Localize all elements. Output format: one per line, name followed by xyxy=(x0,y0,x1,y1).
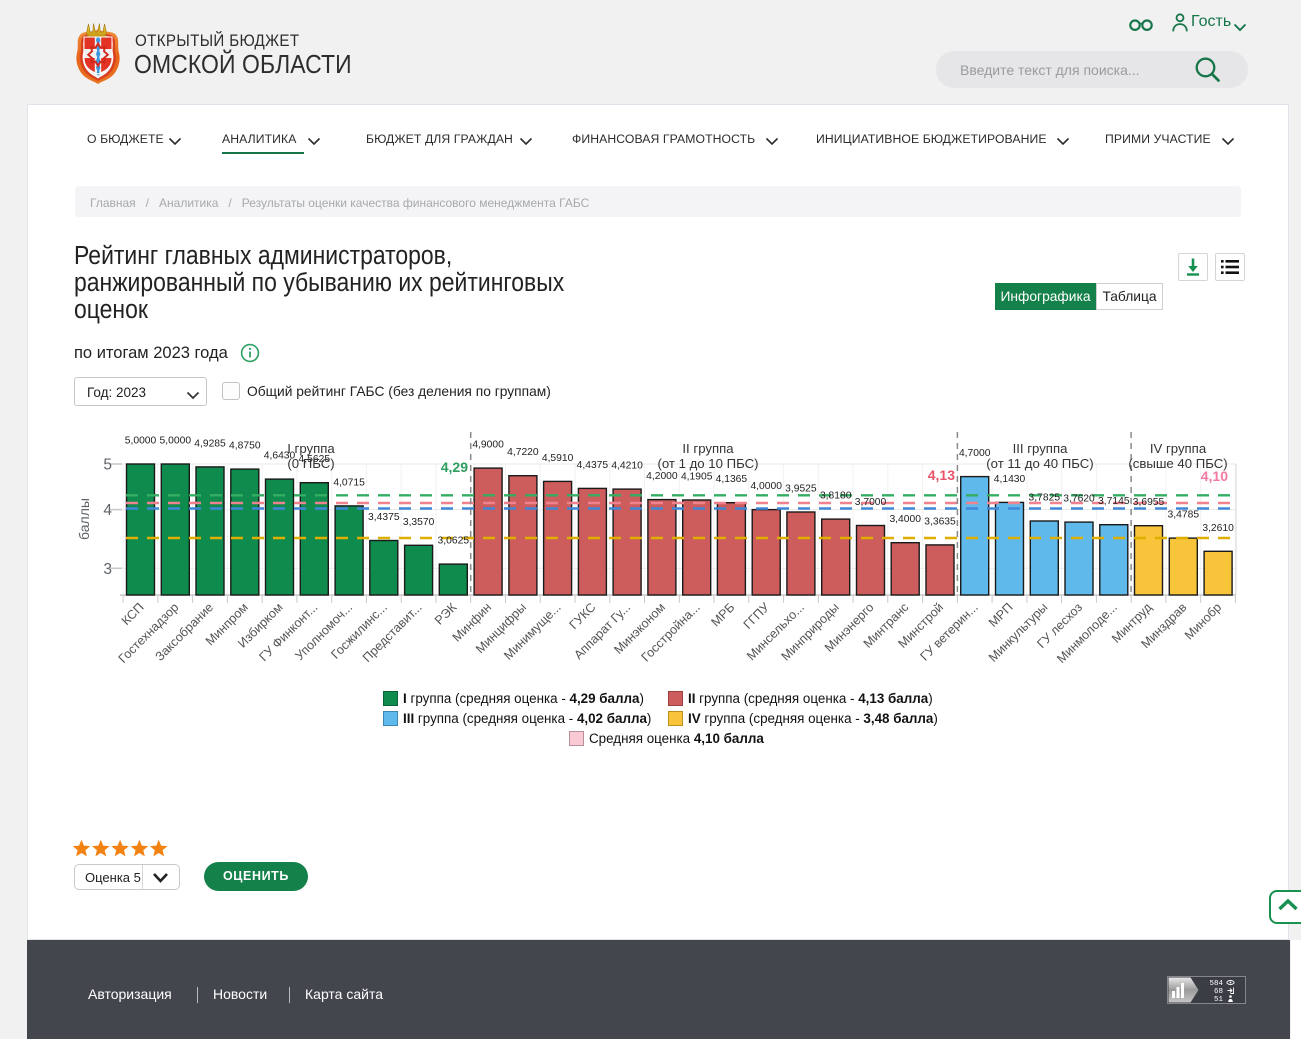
svg-text:4,4375: 4,4375 xyxy=(577,460,609,471)
svg-text:51: 51 xyxy=(1214,996,1224,1004)
svg-text:4: 4 xyxy=(103,502,112,519)
svg-text:3: 3 xyxy=(103,561,112,578)
svg-text:3,2610: 3,2610 xyxy=(1202,523,1234,534)
svg-text:4,29: 4,29 xyxy=(441,459,468,475)
svg-text:4,9285: 4,9285 xyxy=(194,438,226,449)
svg-text:4,10: 4,10 xyxy=(1201,468,1228,484)
svg-text:4,6430: 4,6430 xyxy=(264,451,296,462)
svg-text:(от 1 до 10 ПБС): (от 1 до 10 ПБС) xyxy=(657,456,758,471)
svg-text:3,0625: 3,0625 xyxy=(438,536,470,547)
svg-text:II группа: II группа xyxy=(682,441,734,456)
svg-text:3,4785: 3,4785 xyxy=(1168,510,1200,521)
svg-text:4,8750: 4,8750 xyxy=(229,441,261,452)
svg-text:КСП: КСП xyxy=(119,600,147,628)
svg-text:68: 68 xyxy=(1214,988,1223,996)
svg-text:(свыше 40 ПБС): (свыше 40 ПБС) xyxy=(1128,456,1227,471)
svg-text:I группа: I группа xyxy=(287,441,335,456)
svg-text:4,0000: 4,0000 xyxy=(750,481,782,492)
svg-text:3,7000: 3,7000 xyxy=(855,497,887,508)
svg-text:3,7620: 3,7620 xyxy=(1063,494,1095,505)
svg-text:IV группа: IV группа xyxy=(1150,441,1207,456)
svg-text:III группа: III группа xyxy=(1013,441,1069,456)
svg-text:ГГПУ: ГГПУ xyxy=(741,600,773,632)
svg-text:3,4000: 3,4000 xyxy=(889,514,921,525)
svg-text:3,7145: 3,7145 xyxy=(1098,496,1130,507)
svg-text:4,1365: 4,1365 xyxy=(716,474,748,485)
svg-text:4,9000: 4,9000 xyxy=(472,440,504,451)
svg-text:(от 11 до 40 ПБС): (от 11 до 40 ПБС) xyxy=(986,456,1093,471)
svg-text:4,5625: 4,5625 xyxy=(299,454,331,465)
svg-text:3,6955: 3,6955 xyxy=(1133,497,1165,508)
svg-text:МРП: МРП xyxy=(986,600,1016,630)
svg-text:3,3635: 3,3635 xyxy=(924,516,956,527)
svg-text:ГУКС: ГУКС xyxy=(567,600,599,632)
svg-text:РЭК: РЭК xyxy=(432,600,460,628)
svg-text:3,4375: 3,4375 xyxy=(368,512,400,523)
svg-text:5,0000: 5,0000 xyxy=(160,436,192,447)
svg-text:Минобр: Минобр xyxy=(1182,600,1224,642)
svg-text:3,3570: 3,3570 xyxy=(403,517,435,528)
svg-text:3,7825: 3,7825 xyxy=(1029,493,1061,504)
svg-text:584: 584 xyxy=(1209,980,1223,988)
svg-text:(0 ПБС): (0 ПБС) xyxy=(287,456,334,471)
svg-text:баллы: баллы xyxy=(76,498,92,540)
svg-text:4,0715: 4,0715 xyxy=(333,477,365,488)
svg-text:5: 5 xyxy=(103,457,112,474)
svg-text:4,2000: 4,2000 xyxy=(646,471,678,482)
svg-text:5,0000: 5,0000 xyxy=(125,436,157,447)
svg-text:4,13: 4,13 xyxy=(928,467,955,483)
svg-text:4,7220: 4,7220 xyxy=(507,447,539,458)
svg-text:МРБ: МРБ xyxy=(708,600,737,629)
svg-text:4,4210: 4,4210 xyxy=(611,461,643,472)
svg-text:3,9525: 3,9525 xyxy=(785,484,817,495)
svg-text:4,7000: 4,7000 xyxy=(959,448,991,459)
svg-text:4,1430: 4,1430 xyxy=(994,474,1026,485)
svg-text:3,8180: 3,8180 xyxy=(820,491,852,502)
svg-text:4,5910: 4,5910 xyxy=(542,453,574,464)
svg-text:4,1905: 4,1905 xyxy=(681,472,713,483)
